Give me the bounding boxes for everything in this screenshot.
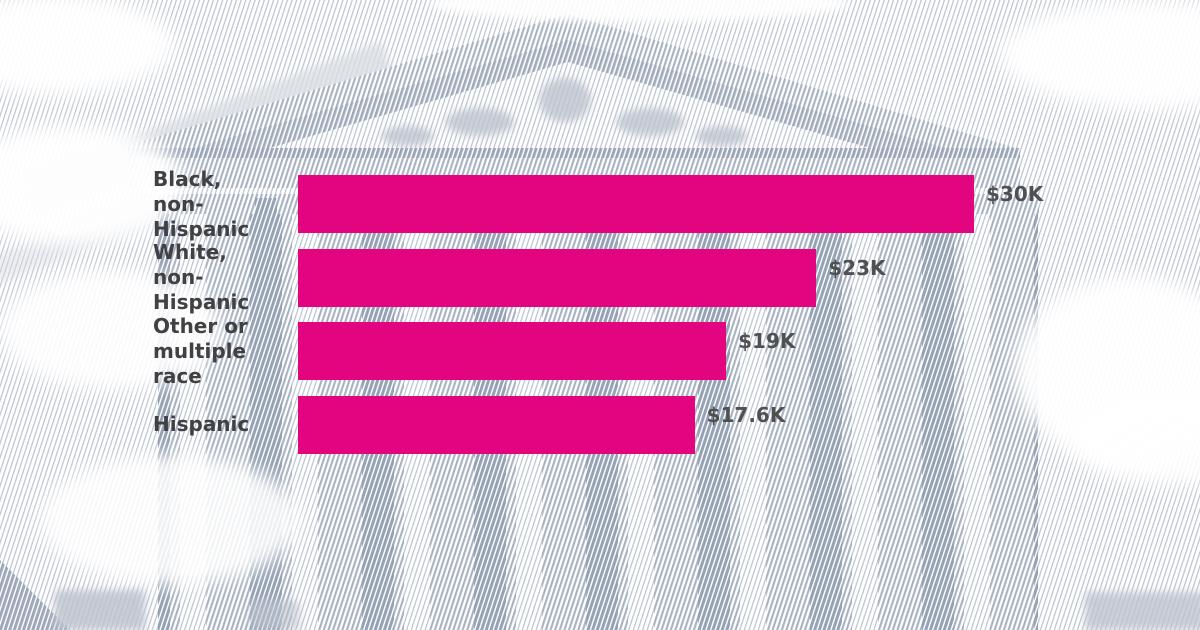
- chart-row: Black, non-Hispanic $30K: [153, 167, 1044, 241]
- value-label: $30K: [986, 182, 1044, 206]
- chart-row: Hispanic $17.6K: [153, 395, 1043, 454]
- bar: [298, 248, 817, 307]
- pediment: [120, 14, 1016, 158]
- category-label: Black, non-Hispanic: [153, 166, 250, 241]
- category-label: Other or multiple race: [153, 313, 248, 388]
- pediment-sculpture: [382, 78, 748, 146]
- category-label: Hispanic: [153, 412, 250, 436]
- ground-shapes: [0, 560, 1200, 630]
- value-label: $17.6K: [706, 402, 786, 427]
- chart-row: White, non-Hispanic $23K: [153, 240, 1043, 314]
- value-label: $23K: [828, 255, 886, 280]
- value-label: $19K: [738, 329, 796, 353]
- chart-row: Other or multiple race $19K: [153, 314, 1043, 388]
- category-label: White, non-Hispanic: [153, 240, 250, 314]
- bar: [298, 322, 727, 380]
- bar-chart: Black, non-Hispanic $30K White, non-Hispan…: [153, 167, 1044, 454]
- bar: [298, 175, 974, 233]
- bar: [298, 395, 695, 454]
- clouds: [0, 0, 1200, 585]
